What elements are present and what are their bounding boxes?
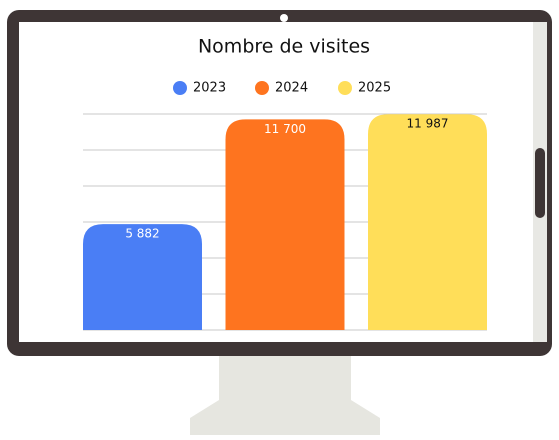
- bar: [368, 114, 487, 330]
- scroll-thumb: [535, 148, 545, 218]
- legend-swatch: [173, 81, 187, 95]
- legend-label: 2025: [358, 81, 391, 96]
- camera: [280, 14, 288, 22]
- legend-label: 2024: [275, 81, 308, 96]
- legend-swatch: [338, 81, 352, 95]
- value-label: 5 882: [125, 227, 159, 241]
- monitor-stand: [190, 355, 380, 435]
- chart-title: Nombre de visites: [198, 36, 370, 58]
- legend-label: 2023: [193, 81, 226, 96]
- value-label: 11 987: [407, 117, 449, 131]
- value-label: 11 700: [264, 122, 306, 136]
- monitor-scene: Nombre de visites 2023 2024 2025 5 882 11 70…: [0, 0, 559, 436]
- legend-swatch: [255, 81, 269, 95]
- bar: [226, 119, 345, 330]
